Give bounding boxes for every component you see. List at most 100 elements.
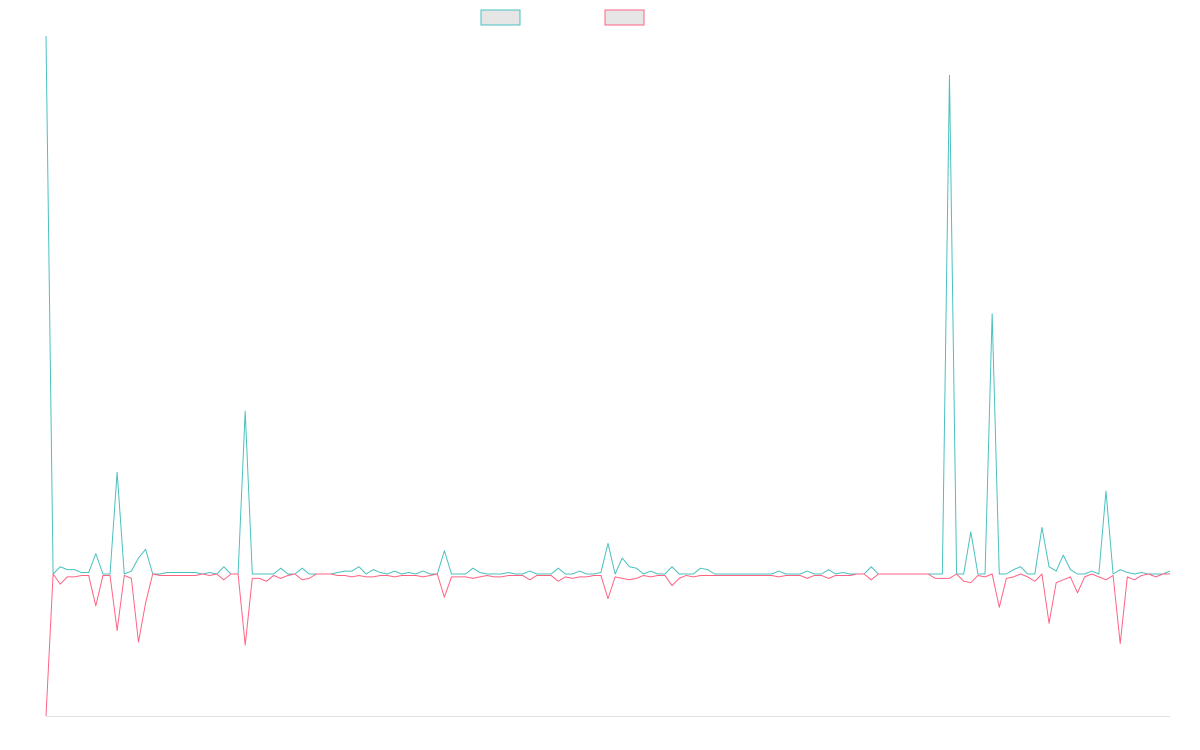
series-b-point[interactable] (869, 578, 873, 582)
series-b-point[interactable] (464, 575, 468, 579)
series-a-point[interactable] (478, 571, 482, 575)
series-b-point[interactable] (122, 573, 126, 577)
series-a-point[interactable] (65, 568, 69, 572)
series-b-point[interactable] (812, 573, 816, 577)
series-b-point[interactable] (613, 575, 617, 579)
series-b-point[interactable] (1068, 575, 1072, 579)
series-b-point[interactable] (257, 576, 261, 580)
series-b-point[interactable] (229, 572, 233, 576)
series-a-point[interactable] (250, 572, 254, 576)
series-a-point[interactable] (265, 572, 269, 576)
series-a-point[interactable] (969, 530, 973, 534)
series-b-point[interactable] (1132, 578, 1136, 582)
series-b-point[interactable] (649, 575, 653, 579)
series-b-point[interactable] (983, 575, 987, 579)
series-b-point[interactable] (784, 573, 788, 577)
series-b-point[interactable] (201, 572, 205, 576)
series-a-point[interactable] (1061, 553, 1065, 557)
series-a-point[interactable] (136, 556, 140, 560)
series-b-point[interactable] (1097, 575, 1101, 579)
series-a-point[interactable] (1068, 568, 1072, 572)
series-b-point[interactable] (193, 573, 197, 577)
series-b-point[interactable] (385, 573, 389, 577)
series-b-point[interactable] (144, 601, 148, 605)
series-b-point[interactable] (926, 572, 930, 576)
series-a-point[interactable] (300, 566, 304, 570)
series-b-point[interactable] (506, 573, 510, 577)
series-b-point[interactable] (1054, 581, 1058, 585)
series-b-point[interactable] (855, 572, 859, 576)
series-b-point[interactable] (279, 576, 283, 580)
series-a-point[interactable] (620, 556, 624, 560)
series-b-point[interactable] (1090, 572, 1094, 576)
series-b-point[interactable] (250, 576, 254, 580)
series-b-point[interactable] (727, 573, 731, 577)
series-a-point[interactable] (350, 569, 354, 573)
series-b-point[interactable] (990, 572, 994, 576)
series-a-point[interactable] (94, 552, 98, 556)
series-a-point[interactable] (1076, 572, 1080, 576)
series-b-point[interactable] (791, 573, 795, 577)
series-b-point[interactable] (798, 573, 802, 577)
series-a-point[interactable] (805, 569, 809, 573)
series-b-point[interactable] (1026, 575, 1030, 579)
series-b-point[interactable] (449, 575, 453, 579)
series-b-point[interactable] (343, 573, 347, 577)
series-b-point[interactable] (606, 597, 610, 601)
series-a-point[interactable] (257, 572, 261, 576)
series-a-point[interactable] (1019, 565, 1023, 569)
series-b-point[interactable] (556, 579, 560, 583)
series-b-point[interactable] (642, 573, 646, 577)
series-b-point[interactable] (400, 573, 404, 577)
series-b-point[interactable] (1154, 575, 1158, 579)
series-a-point[interactable] (471, 566, 475, 570)
series-a-point[interactable] (1011, 568, 1015, 572)
series-b-point[interactable] (1161, 572, 1165, 576)
series-b-point[interactable] (364, 575, 368, 579)
series-b-point[interactable] (371, 575, 375, 579)
series-a-point[interactable] (58, 565, 62, 569)
series-b-point[interactable] (321, 572, 325, 576)
series-b-point[interactable] (87, 573, 91, 577)
series-b-point[interactable] (805, 576, 809, 580)
series-a-point[interactable] (634, 566, 638, 570)
series-b-point[interactable] (827, 576, 831, 580)
series-b-point[interactable] (215, 572, 219, 576)
series-b-point[interactable] (976, 573, 980, 577)
series-b-point[interactable] (265, 579, 269, 583)
series-b-point[interactable] (549, 573, 553, 577)
series-b-point[interactable] (521, 573, 525, 577)
series-b-point[interactable] (44, 714, 48, 718)
series-b-point[interactable] (414, 573, 418, 577)
series-b-point[interactable] (1140, 573, 1144, 577)
series-b-point[interactable] (848, 573, 852, 577)
series-b-point[interactable] (286, 573, 290, 577)
series-b-point[interactable] (834, 573, 838, 577)
series-b-point[interactable] (748, 573, 752, 577)
series-a-point[interactable] (578, 569, 582, 573)
series-a-point[interactable] (649, 569, 653, 573)
series-b-point[interactable] (350, 575, 354, 579)
series-b-point[interactable] (720, 573, 724, 577)
series-b-point[interactable] (734, 573, 738, 577)
series-b-point[interactable] (151, 572, 155, 576)
series-b-point[interactable] (80, 573, 84, 577)
series-a-point[interactable] (528, 569, 532, 573)
series-b-point[interactable] (876, 572, 880, 576)
series-a-point[interactable] (72, 568, 76, 572)
series-b-point[interactable] (51, 572, 55, 576)
series-b-point[interactable] (457, 575, 461, 579)
series-b-point[interactable] (919, 572, 923, 576)
series-a-point[interactable] (115, 470, 119, 474)
series-b-point[interactable] (421, 575, 425, 579)
series-b-point[interactable] (1011, 575, 1015, 579)
series-b-point[interactable] (741, 573, 745, 577)
series-b-point[interactable] (1168, 572, 1172, 576)
series-a-point[interactable] (869, 565, 873, 569)
series-a-point[interactable] (1033, 572, 1037, 576)
series-b-point[interactable] (300, 578, 304, 582)
series-b-point[interactable] (243, 643, 247, 647)
series-a-point[interactable] (1004, 572, 1008, 576)
series-a-point[interactable] (1054, 569, 1058, 573)
series-b-point[interactable] (563, 575, 567, 579)
